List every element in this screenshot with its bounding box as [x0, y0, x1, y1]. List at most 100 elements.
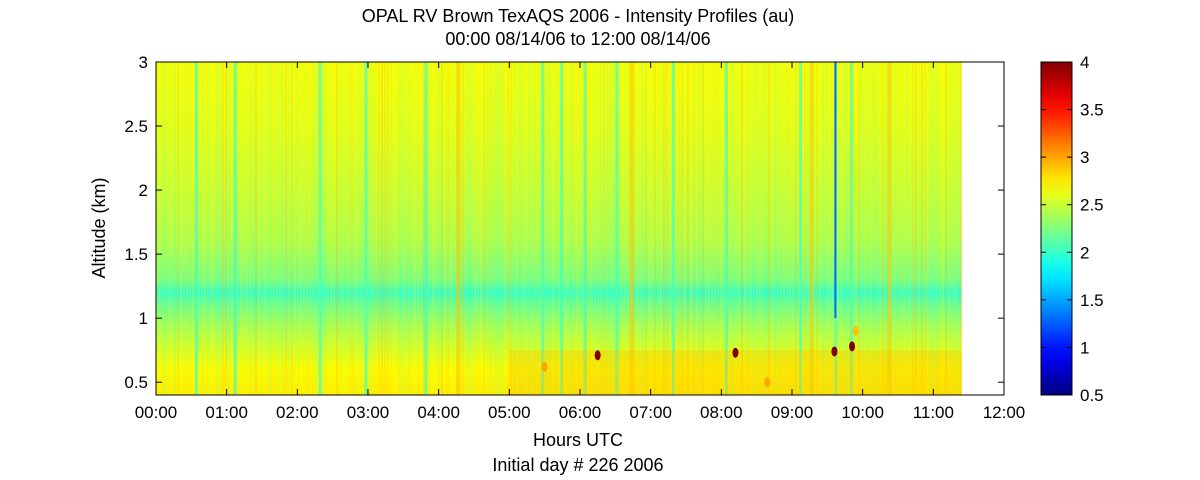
heatmap-streak — [489, 62, 491, 395]
heatmap-streak — [288, 62, 290, 395]
heatmap-streak — [693, 62, 695, 395]
heatmap-streak — [525, 62, 527, 395]
heatmap-streak — [951, 62, 953, 395]
low-intensity-column — [671, 62, 675, 395]
x-axis: 00:00 01:00 02:00 03:00 04:00 05:00 06:00 07:00… — [135, 62, 1025, 422]
colorbar-tick-label: 1.5 — [1080, 291, 1104, 310]
heatmap-streak — [156, 62, 158, 395]
heatmap-streak — [210, 62, 212, 395]
heatmap-streak — [771, 62, 773, 395]
low-intensity-column — [560, 62, 564, 395]
heatmap-streak — [480, 62, 482, 395]
high-intensity-spot — [594, 350, 601, 361]
heatmap-streak — [822, 62, 824, 395]
heatmap-streak — [735, 62, 737, 395]
heatmap-streak — [264, 62, 266, 395]
colorbar-gradient — [1041, 62, 1072, 395]
colorbar-tick-label: 4 — [1080, 53, 1089, 72]
heatmap-streak — [279, 62, 281, 395]
heatmap-streak — [864, 62, 866, 395]
heatmap-streak — [465, 62, 467, 395]
heatmap-base — [156, 62, 962, 395]
heatmap-streak — [546, 62, 548, 395]
heatmap-streak — [282, 62, 284, 395]
heatmap-streak — [921, 62, 923, 395]
low-intensity-column — [364, 62, 368, 395]
heatmap-streak — [579, 62, 581, 395]
heatmap-streak — [387, 62, 389, 395]
heatmap-streak — [831, 62, 833, 395]
colorbar-tick-label: 0.5 — [1080, 386, 1104, 405]
heatmap-streak — [861, 62, 863, 395]
x-tick-label: 10:00 — [841, 403, 884, 422]
heatmap-streak — [828, 62, 830, 395]
heatmap-streak — [435, 62, 437, 395]
heatmap-streak — [744, 62, 746, 395]
high-intensity-spot — [831, 346, 838, 357]
heatmap-streak — [423, 62, 425, 395]
heatmap-streak — [720, 62, 722, 395]
heatmap-streak — [618, 62, 620, 395]
heatmap-streak — [228, 62, 230, 395]
heatmap-streak — [798, 62, 800, 395]
heatmap-streak — [636, 62, 638, 395]
colorbar-frame — [1040, 61, 1073, 396]
heatmap-streak — [549, 62, 551, 395]
heatmap-streak — [915, 62, 917, 395]
heatmap-streak — [687, 62, 689, 395]
heatmap-streak — [429, 62, 431, 395]
heatmap-streak — [303, 62, 305, 395]
heatmap-streak — [669, 62, 671, 395]
heatmap-streak — [909, 62, 911, 395]
heatmap-streak — [216, 62, 218, 395]
heatmap-streak — [945, 62, 947, 395]
heatmap-streak — [702, 62, 704, 395]
heatmap-streak — [567, 62, 569, 395]
heatmap-streak — [897, 62, 899, 395]
x-tick-label: 09:00 — [771, 403, 814, 422]
heatmap-streak — [324, 62, 326, 395]
heatmap-streak — [267, 62, 269, 395]
y-tick-label: 2.5 — [124, 117, 148, 136]
heatmap-streak — [918, 62, 920, 395]
heatmap-streak — [213, 62, 215, 395]
heatmap-streak — [471, 62, 473, 395]
heatmap-streak — [450, 62, 452, 395]
high-intensity-spot — [541, 361, 548, 372]
heatmap-streak — [924, 62, 926, 395]
heatmap-streak — [414, 62, 416, 395]
heatmap-streak — [576, 62, 578, 395]
heatmap-streak — [675, 62, 677, 395]
heatmap-streak — [468, 62, 470, 395]
heatmap-streak — [510, 62, 512, 395]
heatmap-streak — [207, 62, 209, 395]
heatmap-streak — [411, 62, 413, 395]
heatmap-streak — [711, 62, 713, 395]
heatmap-streak — [858, 62, 860, 395]
heatmap-streak — [534, 62, 536, 395]
heatmap-streak — [399, 62, 401, 395]
heatmap-streak — [591, 62, 593, 395]
heatmap-streak — [621, 62, 623, 395]
y-tick-label: 2 — [139, 181, 148, 200]
heatmap-streak — [447, 62, 449, 395]
heatmap-streak — [378, 62, 380, 395]
heatmap-streak — [390, 62, 392, 395]
heatmap-streak — [192, 62, 194, 395]
heatmap-streak — [843, 62, 845, 395]
heatmap-streak — [204, 62, 206, 395]
heatmap-streak — [483, 62, 485, 395]
heatmap-streak — [384, 62, 386, 395]
low-intensity-column — [849, 62, 853, 395]
heatmap-streak — [666, 62, 668, 395]
heatmap-streak — [912, 62, 914, 395]
heatmap-streak — [537, 62, 539, 395]
heatmap-streak — [189, 62, 191, 395]
heatmap-streak — [528, 62, 530, 395]
heatmap-streak — [816, 62, 818, 395]
heatmap-streak — [939, 62, 941, 395]
heatmap-streak — [381, 62, 383, 395]
high-intensity-column — [456, 62, 461, 395]
colorbar: 0.5 1 1.5 2 2.5 3 3.5 4 — [1040, 53, 1104, 405]
heatmap-streak — [738, 62, 740, 395]
